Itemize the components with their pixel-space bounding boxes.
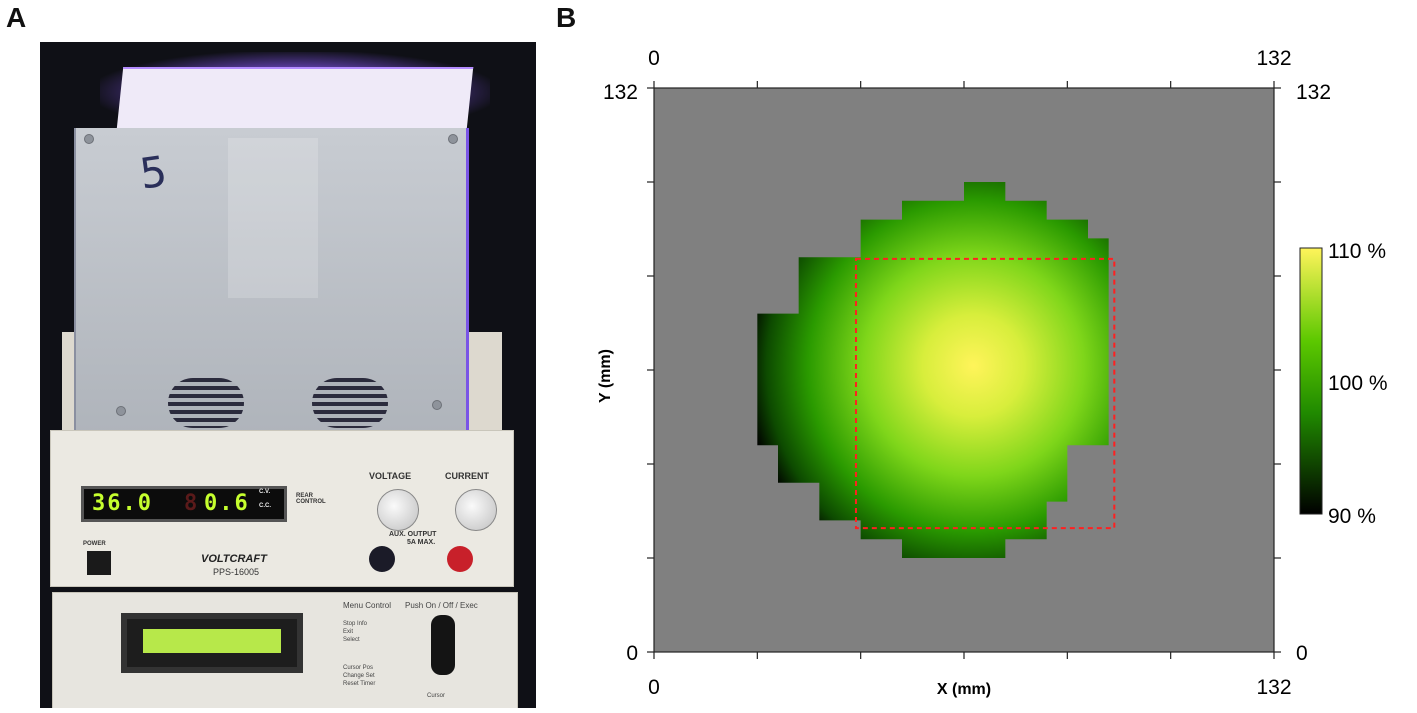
controller-row: Exit: [343, 629, 354, 635]
irradiance-spot: [757, 182, 1109, 558]
box-lid: [116, 67, 474, 129]
controller-row: Stop Info: [343, 621, 368, 627]
screw-icon: [432, 400, 442, 410]
screw-icon: [116, 406, 126, 416]
box-number-mark: 5: [136, 146, 171, 199]
timer-controller: Menu Control Push On / Off / Exec Stop I…: [52, 592, 518, 708]
cursor-label: Cursor: [427, 693, 446, 699]
voltage-readout: 36.0: [92, 491, 153, 516]
psu-brand: VOLTCRAFT: [201, 553, 267, 565]
illuminated-region: [757, 182, 1109, 558]
lcd-screen: [143, 629, 281, 653]
x-tick-bottom-min: 0: [648, 676, 660, 699]
screw-icon: [448, 134, 458, 144]
x-axis-label: X (mm): [937, 681, 991, 698]
vent-right: [312, 378, 388, 428]
rear-control-label: REAR CONTROL: [296, 493, 326, 505]
voltage-knob-label: VOLTAGE: [369, 471, 412, 481]
y-axis-label: Y (mm): [597, 349, 614, 403]
current-knob[interactable]: [455, 489, 497, 531]
power-supply: 36.0 8 0.6 C.V. C.C. REAR CONTROL VOLTAG…: [50, 430, 514, 587]
cv-label: C.V.: [259, 489, 271, 495]
y-tick-left-min: 0: [626, 642, 638, 665]
colorbar: [1299, 247, 1323, 515]
negative-socket[interactable]: [369, 546, 395, 572]
menu-control-label: Menu Control: [343, 601, 392, 610]
y-tick-left-max: 132: [603, 81, 638, 104]
current-readout-prefix: 8: [184, 491, 200, 516]
y-tick-right-min: 0: [1296, 642, 1308, 665]
psu-model: PPS-16005: [213, 567, 260, 577]
controller-row: Reset Timer: [343, 681, 376, 687]
voltage-knob[interactable]: [377, 489, 419, 531]
cc-label: C.C.: [259, 503, 271, 509]
x-tick-bottom-max: 132: [1256, 676, 1291, 699]
colorbar-label-max: 110 %: [1328, 240, 1386, 263]
colorbar-label-min: 90 %: [1328, 505, 1376, 528]
positive-socket[interactable]: [447, 546, 473, 572]
colorbar-label-mid: 100 %: [1328, 372, 1388, 395]
controller-lcd: [121, 613, 303, 673]
screw-icon: [84, 134, 94, 144]
vent-left: [168, 378, 244, 428]
power-switch[interactable]: [87, 551, 111, 575]
x-tick-top-max: 132: [1256, 47, 1291, 70]
setup-photo: 5 36.0 8 0.6 C.V. C.C. REAR CONTROL VOLT…: [40, 42, 536, 708]
axis-ticks: [647, 81, 1281, 659]
controller-row: Change Set: [343, 673, 375, 679]
controller-row: Select: [343, 637, 360, 643]
x-tick-top-min: 0: [648, 47, 660, 70]
aux-rating-label: 5A MAX.: [407, 539, 436, 546]
power-label: POWER: [83, 541, 106, 547]
aux-output-label: AUX. OUTPUT: [389, 531, 437, 538]
current-knob-label: CURRENT: [445, 471, 489, 481]
push-exec-label: Push On / Off / Exec: [405, 601, 478, 610]
psu-display: 36.0 8 0.6: [81, 486, 287, 522]
controller-row: Cursor Pos: [343, 665, 374, 671]
controller-knob[interactable]: [431, 615, 455, 675]
panel-letter-a: A: [6, 2, 27, 33]
current-readout: 0.6: [204, 491, 250, 516]
tape-strip: [228, 138, 318, 298]
irradiance-heatmap: 0 132 0 132 132 0 132 0 X (mm) Y (mm) 11…: [597, 47, 1388, 699]
exposure-box: 5: [74, 128, 469, 446]
panel-letter-b: B: [556, 2, 577, 33]
target-area-rectangle: [854, 257, 1116, 530]
y-tick-right-max: 132: [1296, 81, 1331, 104]
